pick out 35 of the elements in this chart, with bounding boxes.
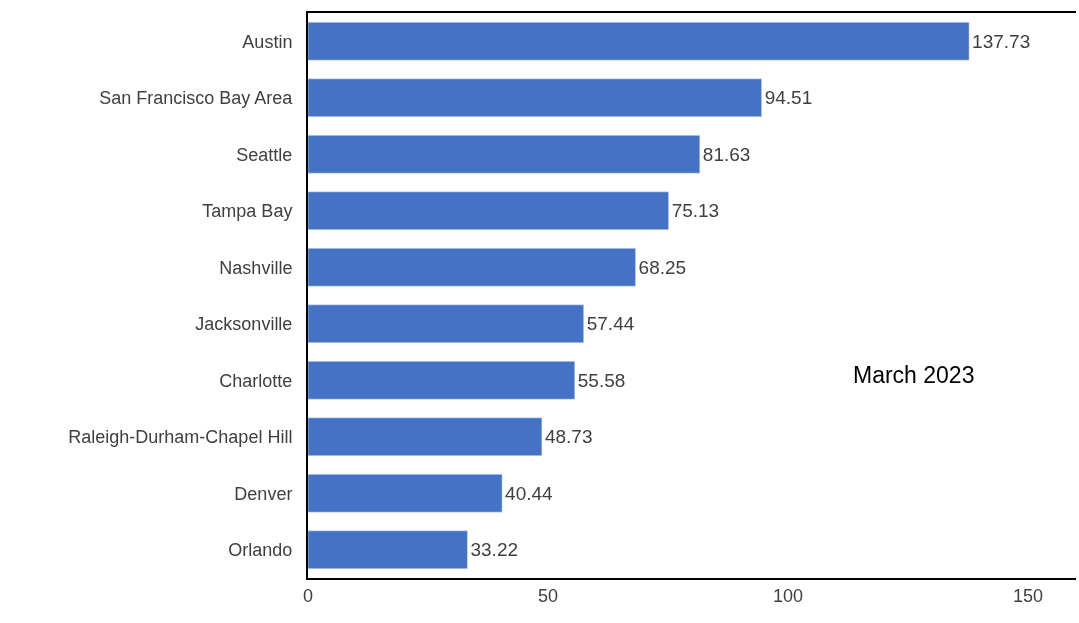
y-tick-label: Seattle [236,144,293,165]
bar [308,361,576,400]
data-label: 57.44 [586,313,635,335]
y-tick-label: Tampa Bay [202,201,293,222]
data-label: 94.51 [764,87,813,109]
y-tick-label: Denver [234,483,293,504]
y-tick-label: Austin [242,31,293,52]
x-tick-label: 50 [537,585,559,606]
data-label: 55.58 [577,369,626,391]
data-label: 48.73 [544,426,593,448]
bar [308,248,636,287]
data-label: 137.73 [972,30,1031,52]
data-label: 40.44 [505,482,554,504]
x-tick-label: 100 [772,585,804,606]
bar [308,135,701,174]
x-tick-label: 150 [1012,585,1044,606]
bar [308,191,669,230]
bar [308,474,503,513]
y-tick-label: Raleigh-Durham-Chapel Hill [68,427,293,448]
annotation: March 2023 [853,362,975,388]
bar [308,22,970,61]
bar [308,78,762,117]
data-label: 81.63 [702,143,751,165]
y-tick-label: San Francisco Bay Area [99,88,294,109]
y-tick-label: Charlotte [219,370,293,391]
x-tick-label: 0 [302,585,314,606]
data-label: 75.13 [671,200,720,222]
bar [308,530,468,569]
data-label: 68.25 [638,256,687,278]
data-label: 33.22 [470,539,519,561]
y-tick-label: Nashville [219,257,293,278]
bar [308,304,584,343]
y-tick-label: Orlando [228,540,293,561]
bar [308,417,543,456]
y-tick-label: Jacksonville [195,314,293,335]
